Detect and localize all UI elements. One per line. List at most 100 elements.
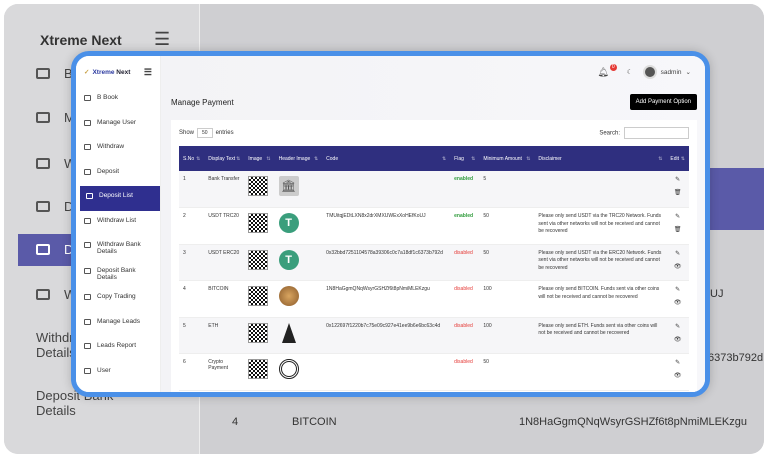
sidebar-item-manage-user[interactable]: Manage User	[76, 113, 160, 138]
cell-code	[322, 171, 451, 208]
sort-icon: ⇅	[680, 155, 685, 162]
qr-code-image	[248, 286, 269, 306]
cell-code: TMUitqjEDtLXN8x2drXMXUWExXoHEfKoUJ	[322, 207, 451, 245]
delete-icon[interactable]: 🗑︎	[673, 190, 682, 196]
cell-code: 1N8HaGgmQNqWsyrGSHZf6t8pNmiMLEKzgu	[322, 280, 451, 318]
bg-sidebar-item: D	[36, 199, 73, 214]
view-icon[interactable]: 👁︎	[673, 300, 682, 306]
entries-control: Show 50 entries	[179, 128, 234, 138]
cell-disclaimer: Please only send BITCOIN. Funds sent via…	[534, 280, 667, 318]
edit-icon[interactable]: ✎	[675, 323, 681, 330]
sidebar-item-b-book[interactable]: B Book	[76, 88, 160, 113]
leads-icon	[84, 318, 91, 325]
column-header[interactable]: Display Text ⇅	[204, 146, 245, 171]
qr-code-image	[248, 213, 269, 233]
cell-display-text: Crypto Payment	[204, 353, 245, 391]
show-label: Show	[179, 130, 195, 136]
edit-icon[interactable]: ✎	[675, 214, 681, 220]
table-row: 3 USDT ERC20 T 0x32bbd7251104578a39306c0…	[179, 244, 689, 281]
bank-icon: 🏛︎	[278, 176, 319, 196]
archive-icon	[84, 144, 91, 150]
bitcoin-icon	[278, 286, 319, 306]
bg-fragment: UJ	[710, 288, 724, 300]
edit-icon[interactable]: ✎	[675, 360, 681, 366]
cell-minimum-amount: 100	[479, 317, 535, 354]
sidebar-item-label: Deposit Bank Details	[97, 267, 136, 281]
column-header[interactable]: Code ⇅	[322, 146, 451, 171]
view-icon[interactable]: 👁︎	[673, 336, 682, 343]
sidebar-item-withdraw-bank-details[interactable]: Withdraw Bank Details	[76, 235, 160, 261]
cell-display-text: Bank Transfer	[204, 171, 245, 208]
qr-code-image	[248, 322, 269, 343]
top-bar: 🔔︎ 0 ☾ sadmin ⌄	[161, 56, 705, 88]
cell-sno: 5	[179, 317, 205, 354]
edit-icon[interactable]: ✎	[675, 287, 681, 293]
sidebar-item-deposit-bank-details[interactable]: Deposit Bank Details	[76, 261, 160, 287]
column-header[interactable]: S.No ⇅	[179, 146, 205, 171]
cell-flag: disabled	[450, 353, 480, 391]
view-icon[interactable]: 👁︎	[673, 263, 682, 270]
cell-disclaimer: Please only send ETH. Funds sent via oth…	[534, 317, 667, 354]
user-icon	[84, 367, 91, 374]
cell-code	[322, 353, 451, 391]
column-header[interactable]: Image ⇅	[244, 146, 275, 171]
crypto-icon	[278, 359, 319, 379]
brand-name: Xtreme	[92, 68, 115, 76]
cell-disclaimer: Please only send USDT via the TRC20 Netw…	[534, 207, 667, 245]
search-input[interactable]	[624, 127, 689, 139]
sidebar-item-deposit[interactable]: Deposit	[76, 162, 160, 187]
sidebar-item-label: User	[97, 366, 111, 374]
sidebar-item-withdraw[interactable]: Withdraw	[76, 137, 160, 162]
column-header[interactable]: Header Image ⇅	[274, 146, 323, 171]
sidebar-item-leads-report[interactable]: Leads Report	[76, 336, 160, 361]
add-payment-option-button[interactable]: Add Payment Option	[629, 94, 697, 110]
edit-icon[interactable]: ✎	[675, 177, 681, 183]
sort-icon: ⇅	[266, 155, 271, 162]
bg-logo: Xtreme Next	[40, 32, 122, 48]
notification-bell[interactable]: 🔔︎ 0	[597, 63, 617, 78]
sort-icon: ⇅	[196, 155, 201, 162]
cell-disclaimer	[534, 171, 667, 208]
cell-minimum-amount: 50	[479, 244, 535, 281]
sidebar-item-copy-trading[interactable]: Copy Trading	[76, 287, 160, 312]
app-window: ✓ Xtreme Next ☰ B Book Manage User Withdra…	[71, 51, 710, 397]
column-label: Header Image	[278, 155, 311, 162]
table-row: 4 BITCOIN 1N8HaGgmQNqWsyrGSHZf6t8pNmiMLE…	[179, 280, 689, 318]
sidebar-item-deposit-list[interactable]: Deposit List	[80, 186, 160, 211]
archive-icon	[84, 242, 91, 248]
bg-row-code: 1N8HaGgmQNqWsyrGSHZf6t8pNmiMLEKzgu	[519, 416, 748, 428]
sidebar-item-withdraw-list[interactable]: Withdraw List	[76, 211, 160, 236]
menu-toggle-icon[interactable]: ☰	[143, 66, 152, 77]
cell-minimum-amount: 5	[479, 171, 535, 208]
view-icon[interactable]: 👁︎	[673, 373, 682, 379]
cell-disclaimer	[534, 353, 667, 391]
column-label: Image	[248, 155, 263, 162]
cell-sno: 4	[179, 280, 205, 318]
sidebar-item-label: Deposit	[97, 167, 120, 175]
column-label: Disclaimer	[538, 155, 562, 162]
sidebar-item-label: Manage Leads	[97, 317, 141, 325]
column-header[interactable]: Flag ⇅	[450, 146, 480, 171]
tether-icon: T	[278, 213, 319, 233]
cell-sno: 6	[179, 353, 205, 391]
dark-mode-toggle-icon[interactable]: ☾	[626, 69, 633, 76]
bg-menu-icon: ☰	[154, 29, 171, 49]
column-header[interactable]: Disclaimer ⇅	[534, 146, 667, 171]
column-header[interactable]: Edit ⇅	[666, 146, 689, 171]
bg-fragment: 6373b792d	[708, 352, 764, 364]
cell-disclaimer: Please only send USDT via the ERC20 Netw…	[534, 244, 667, 281]
delete-icon[interactable]: 🗑︎	[673, 227, 682, 233]
column-header[interactable]: Minimum Amount ⇅	[479, 146, 535, 171]
cell-flag: enabled	[450, 171, 480, 208]
sidebar: ✓ Xtreme Next ☰ B Book Manage User Withdra…	[76, 56, 161, 392]
sidebar-item-manage-leads[interactable]: Manage Leads	[76, 312, 160, 337]
chevron-down-icon: ⌄	[685, 69, 691, 76]
qr-code-image	[248, 359, 269, 379]
user-menu[interactable]: sadmin ⌄	[642, 65, 691, 79]
column-label: Code	[326, 155, 339, 162]
sidebar-item-user[interactable]: User	[76, 361, 160, 386]
edit-icon[interactable]: ✎	[675, 250, 681, 257]
sidebar-item-label: Manage User	[97, 118, 137, 126]
entries-select[interactable]: 50	[197, 128, 213, 138]
cell-sno: 1	[179, 171, 205, 208]
